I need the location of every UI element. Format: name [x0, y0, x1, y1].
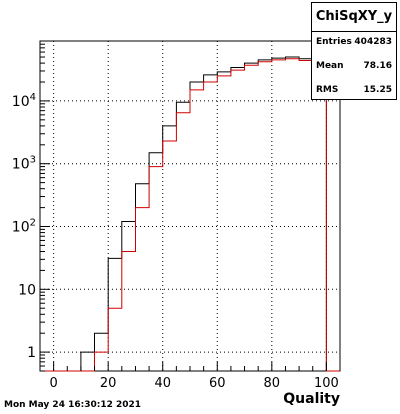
y-tick-label: 10: [18, 282, 36, 298]
x-tick-label: 60: [209, 376, 226, 391]
histogram-series-1: [40, 56, 340, 372]
histogram-series-2: [40, 58, 340, 372]
stats-mean-value: 78.16: [363, 61, 392, 71]
x-tick-label: 100: [314, 376, 339, 391]
stats-rms-label: RMS: [316, 85, 339, 95]
x-axis: 0 20 40 60 80 100: [39, 362, 341, 391]
x-tick-label: 80: [264, 376, 281, 391]
x-tick-label: 40: [154, 376, 171, 391]
stats-title: ChiSqXY_y: [312, 3, 396, 32]
y-axis: 1 10 102 103 104: [12, 40, 50, 372]
y-tick-label: 104: [12, 92, 36, 110]
stats-entries-label: Entries: [316, 37, 352, 47]
stats-box: ChiSqXY_y Entries 404283 Mean 78.16 RMS …: [311, 2, 397, 100]
stats-rms-value: 15.25: [363, 85, 392, 95]
y-tick-label: 102: [12, 218, 36, 236]
timestamp: Mon May 24 16:30:12 2021: [4, 400, 142, 410]
x-axis-title: Quality: [283, 391, 340, 407]
stats-mean-label: Mean: [316, 61, 344, 71]
x-tick-label: 0: [49, 376, 57, 391]
histogram-series: [40, 56, 340, 372]
stats-entries-value: 404283: [354, 37, 392, 47]
x-tick-label: 20: [100, 376, 117, 391]
y-tick-label: 103: [12, 155, 36, 173]
y-tick-label: 1: [27, 345, 36, 361]
